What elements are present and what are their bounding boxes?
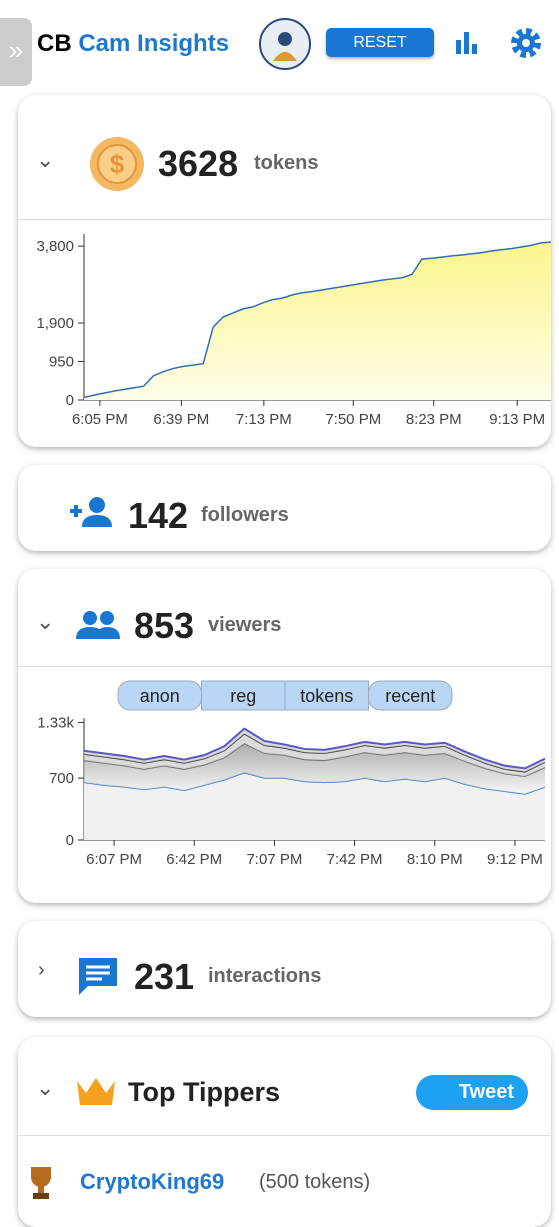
interactions-card: › 231 interactions xyxy=(18,921,551,1017)
layer-line xyxy=(83,727,546,770)
y-tick-label: 950 xyxy=(49,354,74,371)
followers-count: 142 xyxy=(128,495,189,536)
token-chart: 0 950 1,900 3,800 6:05 PM 6:39 PM 7:13 PM 7:50 … xyxy=(36,234,551,428)
viewers-count: 853 xyxy=(134,605,195,646)
collapse-chevron[interactable]: ⌄ xyxy=(36,147,55,172)
x-tick-label: 7:50 PM xyxy=(325,411,381,428)
legend-label: reg xyxy=(230,686,256,706)
divider xyxy=(18,1135,551,1136)
viewers-chart: 0 700 1.33k 6:07 PM 6:42 PM 7:07 PM 7:42 PM 8:1… xyxy=(37,680,546,868)
expand-chevron[interactable]: › xyxy=(38,959,45,981)
legend-label: tokens xyxy=(300,686,353,706)
y-tick-label: 1.33k xyxy=(37,714,74,731)
follow-icon xyxy=(70,497,112,527)
y-tick-label: 1,900 xyxy=(36,315,74,332)
x-tick-label: 8:10 PM xyxy=(407,851,463,868)
layer-area xyxy=(84,743,545,795)
followers-card: 142 followers xyxy=(18,465,551,551)
x-tick-label: 6:05 PM xyxy=(72,411,128,428)
tweet-label: Tweet xyxy=(458,1081,514,1103)
x-tick-label: 6:42 PM xyxy=(166,851,222,868)
divider xyxy=(18,666,551,667)
brand: CB Cam Insights xyxy=(37,30,229,58)
layer-area xyxy=(84,733,545,777)
y-tick-label: 0 xyxy=(66,832,74,849)
tipper-name[interactable]: CryptoKing69 xyxy=(80,1169,225,1194)
tippers-card: ⌄ Top Tippers Tweet CryptoKing69 (500 to… xyxy=(18,1037,551,1227)
tipper-amount: (500 tokens) xyxy=(259,1171,371,1193)
line xyxy=(83,241,551,399)
reset-button[interactable]: RESET xyxy=(326,28,434,57)
legend-label: anon xyxy=(140,686,180,706)
layer-area xyxy=(84,772,545,840)
coin-icon: $ xyxy=(90,137,144,191)
stats-icon[interactable] xyxy=(454,30,480,56)
interactions-count: 231 xyxy=(134,956,195,997)
x-tick-label: 9:13 PM xyxy=(489,411,545,428)
collapse-chevron[interactable]: ⌄ xyxy=(36,609,55,634)
crown-icon xyxy=(77,1078,115,1105)
svg-text:$: $ xyxy=(110,149,125,179)
tokens-card: ⌄ $ 3628 tokens 0 950 1,900 3,800 6:05 PM 6:3… xyxy=(18,95,551,447)
interactions-unit: interactions xyxy=(208,965,322,987)
trophy-icon xyxy=(31,1167,51,1199)
x-tick-label: 7:42 PM xyxy=(327,851,383,868)
chat-icon xyxy=(79,958,117,995)
x-tick-label: 7:13 PM xyxy=(236,411,292,428)
y-tick-label: 700 xyxy=(49,770,74,787)
viewers-unit: viewers xyxy=(208,614,282,636)
x-tick-label: 7:07 PM xyxy=(246,851,302,868)
legend-button[interactable] xyxy=(368,680,453,711)
legend-button[interactable] xyxy=(284,680,369,711)
avatar xyxy=(259,18,311,70)
sidebar-toggle[interactable]: » xyxy=(0,18,32,86)
brand-name: Cam Insights xyxy=(78,30,230,57)
y-tick-label: 0 xyxy=(66,392,74,409)
token-unit: tokens xyxy=(254,152,319,174)
legend-label: recent xyxy=(385,686,435,706)
area xyxy=(84,242,551,400)
followers-unit: followers xyxy=(201,504,289,526)
viewers-icon xyxy=(76,611,120,639)
x-tick-label: 6:39 PM xyxy=(153,411,209,428)
x-tick-label: 6:07 PM xyxy=(86,851,142,868)
tweet-button[interactable]: Tweet xyxy=(416,1075,528,1110)
layer-line xyxy=(83,772,546,795)
page: » CB Cam Insights RESET ⌄ $ 3628 tokens … xyxy=(0,18,551,1199)
y-tick-label: 3,800 xyxy=(36,238,74,255)
viewers-card: ⌄ 853 viewers 0 700 1.33k 6:07 PM 6:42 PM 7:0… xyxy=(18,569,551,903)
tippers-title: Top Tippers xyxy=(128,1077,281,1107)
x-tick-label: 9:12 PM xyxy=(487,851,543,868)
settings-icon[interactable] xyxy=(509,26,543,60)
x-tick-label: 8:23 PM xyxy=(406,411,462,428)
token-count: 3628 xyxy=(158,143,239,184)
brand-prefix: CB xyxy=(37,30,72,57)
collapse-chevron[interactable]: ⌄ xyxy=(36,1075,55,1100)
legend-button[interactable] xyxy=(201,680,286,711)
divider xyxy=(18,219,551,220)
